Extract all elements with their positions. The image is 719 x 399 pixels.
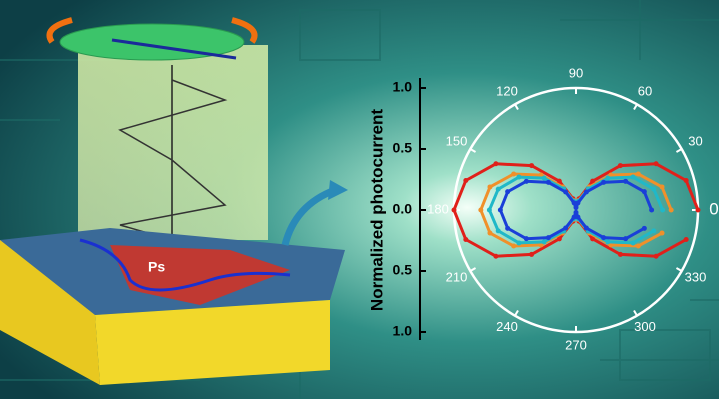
- r-tick-label: 1.0: [393, 79, 413, 95]
- data-point: [563, 189, 569, 195]
- data-point: [601, 235, 607, 241]
- data-point: [695, 207, 701, 213]
- data-point: [571, 214, 577, 220]
- data-point: [630, 240, 636, 246]
- data-point: [505, 189, 511, 195]
- data-point: [516, 240, 522, 246]
- data-point: [573, 209, 579, 215]
- r-tick-label: 0.5: [393, 262, 413, 278]
- data-point: [659, 230, 665, 236]
- data-point: [451, 207, 457, 213]
- angle-tick-label: 30: [688, 133, 702, 148]
- data-point: [583, 225, 589, 231]
- data-point: [493, 161, 499, 167]
- data-point: [497, 207, 503, 213]
- data-point: [523, 236, 529, 242]
- data-point: [653, 161, 659, 167]
- data-point: [659, 184, 665, 190]
- data-point: [605, 175, 611, 181]
- data-point: [487, 230, 493, 236]
- data-point: [575, 214, 581, 220]
- data-point: [538, 242, 544, 248]
- data-point: [495, 186, 501, 192]
- data-point: [683, 177, 689, 183]
- data-point: [573, 205, 579, 211]
- data-point: [575, 200, 581, 206]
- angle-tick: [469, 267, 477, 272]
- annotation: Ps: [148, 259, 165, 275]
- data-point: [601, 179, 607, 185]
- data-point: [583, 189, 589, 195]
- data-point: [493, 253, 499, 259]
- data-point: [487, 184, 493, 190]
- data-point: [538, 172, 544, 178]
- angle-tick-label: 60: [638, 84, 652, 99]
- data-point: [608, 242, 614, 248]
- angle-tick-label: 120: [496, 84, 518, 99]
- data-point: [683, 237, 689, 243]
- data-point: [605, 239, 611, 245]
- device-illustration: Ps: [0, 17, 348, 385]
- data-point: [635, 171, 641, 177]
- angle-tick-label: 270: [565, 337, 587, 352]
- angle-tick: [675, 267, 683, 272]
- data-point: [511, 243, 517, 249]
- data-point: [529, 251, 535, 257]
- data-point: [608, 172, 614, 178]
- data-point: [653, 253, 659, 259]
- angle-tick-label: 90: [569, 65, 583, 80]
- angle-tick: [514, 309, 519, 317]
- data-point: [590, 236, 596, 242]
- r-tick-label: 0.5: [393, 140, 413, 156]
- data-point: [563, 225, 569, 231]
- angle-tick: [514, 103, 519, 111]
- angle-tick: [469, 148, 477, 153]
- data-point: [635, 243, 641, 249]
- data-point: [660, 207, 666, 213]
- data-point: [541, 239, 547, 245]
- data-point: [511, 171, 517, 177]
- data-point: [630, 174, 636, 180]
- data-point: [590, 178, 596, 184]
- angle-tick-label: 240: [496, 319, 518, 334]
- angle-tick-label: 150: [446, 133, 468, 148]
- angle-tick-label: 180: [427, 201, 449, 216]
- data-point: [623, 178, 629, 184]
- data-point: [668, 207, 674, 213]
- data-point: [505, 225, 511, 231]
- data-point: [523, 178, 529, 184]
- data-point: [556, 178, 562, 184]
- data-point: [486, 207, 492, 213]
- data-point: [463, 177, 469, 183]
- data-point: [541, 175, 547, 181]
- data-point: [516, 174, 522, 180]
- axis-label: Normalized photocurrent: [367, 109, 386, 311]
- data-point: [651, 228, 657, 234]
- data-point: [529, 163, 535, 169]
- angle-tick: [633, 103, 638, 111]
- data-point: [651, 186, 657, 192]
- data-point: [623, 236, 629, 242]
- data-point: [545, 179, 551, 185]
- angle-tick-label: 330: [685, 269, 707, 284]
- data-point: [641, 225, 647, 231]
- angle-tick: [633, 309, 638, 317]
- data-point: [478, 207, 484, 213]
- data-point: [545, 235, 551, 241]
- data-point: [649, 207, 655, 213]
- angle-tick-label: 300: [634, 319, 656, 334]
- data-point: [571, 200, 577, 206]
- data-point: [463, 237, 469, 243]
- angle-tick: [675, 148, 683, 153]
- angle-tick-label: 0: [709, 199, 718, 218]
- data-point: [617, 251, 623, 257]
- data-point: [617, 163, 623, 169]
- data-point: [641, 189, 647, 195]
- r-tick-label: 0.0: [393, 201, 413, 217]
- r-tick-label: 1.0: [393, 323, 413, 339]
- angle-tick-label: 210: [446, 269, 468, 284]
- data-point: [556, 236, 562, 242]
- data-point: [495, 228, 501, 234]
